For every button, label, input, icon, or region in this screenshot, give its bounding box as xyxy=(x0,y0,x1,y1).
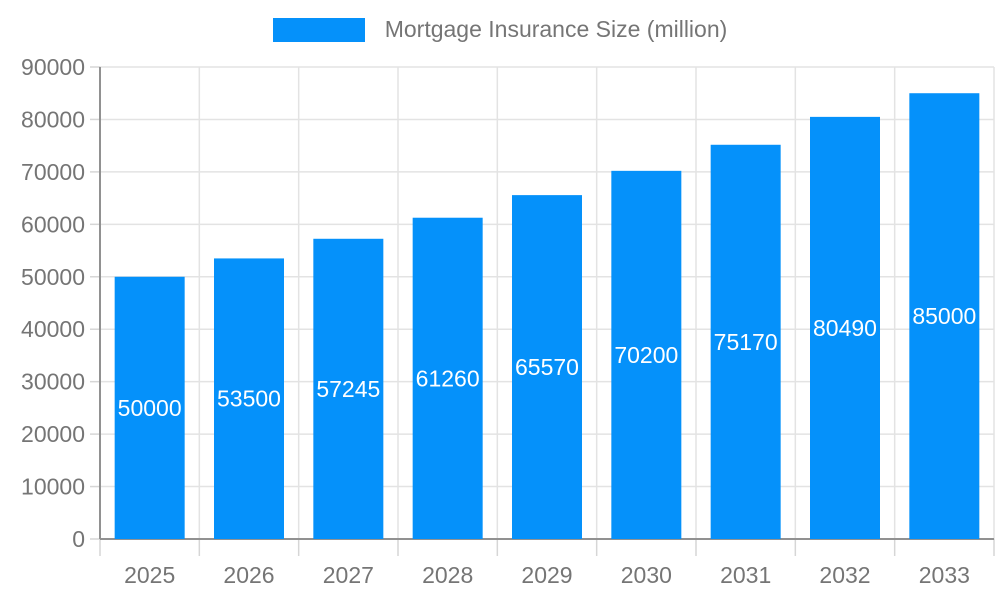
y-axis-tick-label: 10000 xyxy=(21,474,85,500)
x-axis-tick-label: 2030 xyxy=(621,562,672,588)
bar xyxy=(710,144,781,539)
bar xyxy=(512,195,582,540)
x-axis-tick-label: 2025 xyxy=(124,562,175,588)
bar xyxy=(313,238,384,539)
x-axis-tick-label: 2033 xyxy=(919,562,970,588)
y-axis-tick-label: 90000 xyxy=(21,54,85,80)
x-axis-tick-label: 2032 xyxy=(819,562,870,588)
bar-value-label: 50000 xyxy=(118,395,182,421)
bar xyxy=(214,258,284,539)
x-axis-tick-label: 2028 xyxy=(422,562,473,588)
bar xyxy=(114,276,185,539)
bar-value-label: 70200 xyxy=(614,342,678,368)
y-axis-tick-label: 20000 xyxy=(21,421,85,447)
legend-label: Mortgage Insurance Size (million) xyxy=(384,16,728,42)
x-axis-tick-label: 2026 xyxy=(223,562,274,588)
bar xyxy=(611,170,682,539)
y-axis-tick-label: 60000 xyxy=(21,211,85,237)
bar xyxy=(909,93,980,539)
legend-swatch xyxy=(272,17,365,42)
bar-value-label: 53500 xyxy=(217,386,281,412)
y-axis-tick-label: 80000 xyxy=(21,106,85,132)
bar xyxy=(810,116,880,539)
legend: Mortgage Insurance Size (million) xyxy=(0,16,1000,43)
bar-value-label: 61260 xyxy=(416,365,480,391)
x-axis-tick-label: 2029 xyxy=(521,562,572,588)
y-axis-tick-label: 40000 xyxy=(21,316,85,342)
bar-value-label: 85000 xyxy=(912,303,976,329)
bar-value-label: 75170 xyxy=(714,329,778,355)
y-axis-tick-label: 70000 xyxy=(21,159,85,185)
y-axis-tick-label: 50000 xyxy=(21,264,85,290)
bar-value-label: 65570 xyxy=(515,354,579,380)
bar-value-label: 57245 xyxy=(316,376,380,402)
bar xyxy=(412,217,483,539)
y-axis-tick-label: 0 xyxy=(72,526,85,552)
x-axis-tick-label: 2031 xyxy=(720,562,771,588)
bar-value-label: 80490 xyxy=(813,315,877,341)
x-axis-tick-label: 2027 xyxy=(323,562,374,588)
y-axis-tick-label: 30000 xyxy=(21,369,85,395)
